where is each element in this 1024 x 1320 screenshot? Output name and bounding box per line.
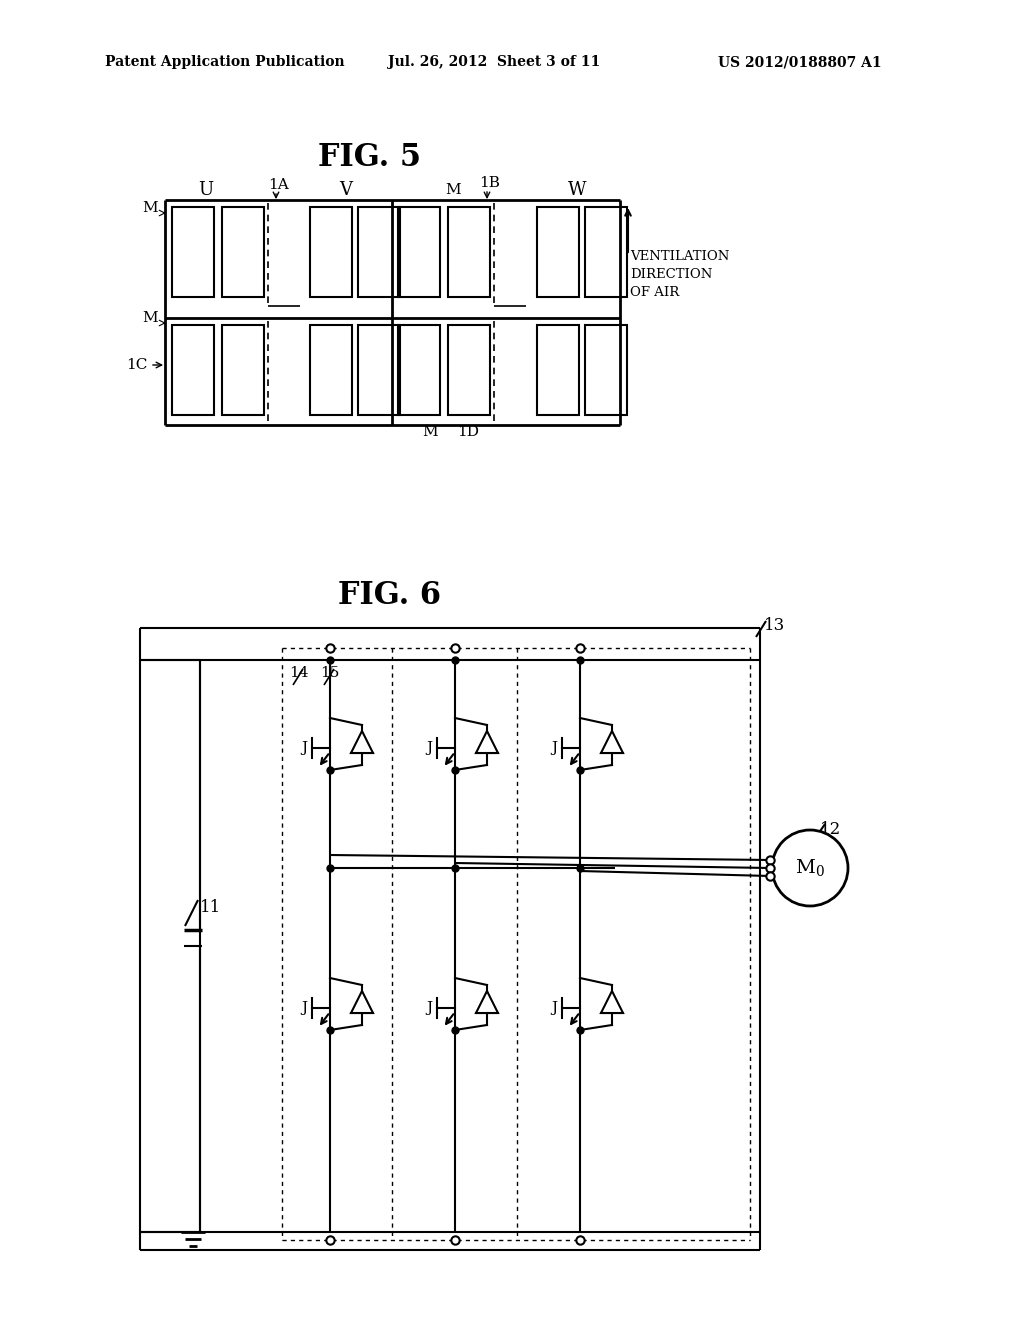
Bar bbox=[398, 325, 440, 414]
Bar bbox=[222, 207, 264, 297]
Bar bbox=[172, 325, 214, 414]
Text: 1C: 1C bbox=[127, 358, 148, 372]
Text: Jul. 26, 2012  Sheet 3 of 11: Jul. 26, 2012 Sheet 3 of 11 bbox=[388, 55, 600, 69]
Bar bbox=[398, 207, 440, 297]
Bar bbox=[537, 325, 579, 414]
Text: 1D: 1D bbox=[457, 425, 479, 440]
Text: M: M bbox=[422, 425, 438, 440]
Text: M: M bbox=[445, 183, 461, 197]
Text: US 2012/0188807 A1: US 2012/0188807 A1 bbox=[718, 55, 882, 69]
Text: M: M bbox=[142, 312, 158, 325]
Bar bbox=[358, 325, 400, 414]
Text: 1B: 1B bbox=[479, 176, 501, 190]
Polygon shape bbox=[601, 991, 623, 1012]
Text: 12: 12 bbox=[820, 821, 842, 838]
Text: $\mathregular{M_0}$: $\mathregular{M_0}$ bbox=[795, 858, 825, 879]
Text: FIG. 6: FIG. 6 bbox=[339, 579, 441, 610]
Bar bbox=[358, 207, 400, 297]
Polygon shape bbox=[476, 991, 498, 1012]
Text: M: M bbox=[142, 201, 158, 215]
Text: J: J bbox=[551, 741, 557, 755]
Polygon shape bbox=[601, 731, 623, 752]
Text: J: J bbox=[551, 1001, 557, 1015]
Text: W: W bbox=[567, 181, 587, 199]
Text: J: J bbox=[426, 1001, 432, 1015]
Bar bbox=[172, 207, 214, 297]
Text: 11: 11 bbox=[200, 899, 221, 916]
Text: J: J bbox=[426, 741, 432, 755]
Text: 14: 14 bbox=[289, 667, 308, 680]
Bar bbox=[449, 207, 490, 297]
Text: 13: 13 bbox=[764, 616, 785, 634]
Text: U: U bbox=[199, 181, 214, 199]
Text: Patent Application Publication: Patent Application Publication bbox=[105, 55, 345, 69]
Text: J: J bbox=[301, 1001, 307, 1015]
Polygon shape bbox=[351, 991, 373, 1012]
Text: 15: 15 bbox=[319, 667, 339, 680]
Bar bbox=[537, 207, 579, 297]
Bar bbox=[585, 207, 627, 297]
Polygon shape bbox=[476, 731, 498, 752]
Text: FIG. 5: FIG. 5 bbox=[318, 141, 422, 173]
Bar bbox=[222, 325, 264, 414]
Circle shape bbox=[772, 830, 848, 906]
Text: V: V bbox=[340, 181, 352, 199]
Bar bbox=[310, 207, 352, 297]
Polygon shape bbox=[351, 731, 373, 752]
Bar bbox=[310, 325, 352, 414]
Text: VENTILATION
DIRECTION
OF AIR: VENTILATION DIRECTION OF AIR bbox=[630, 251, 729, 300]
Bar bbox=[585, 325, 627, 414]
Bar bbox=[449, 325, 490, 414]
Text: 1A: 1A bbox=[268, 178, 290, 191]
Text: J: J bbox=[301, 741, 307, 755]
